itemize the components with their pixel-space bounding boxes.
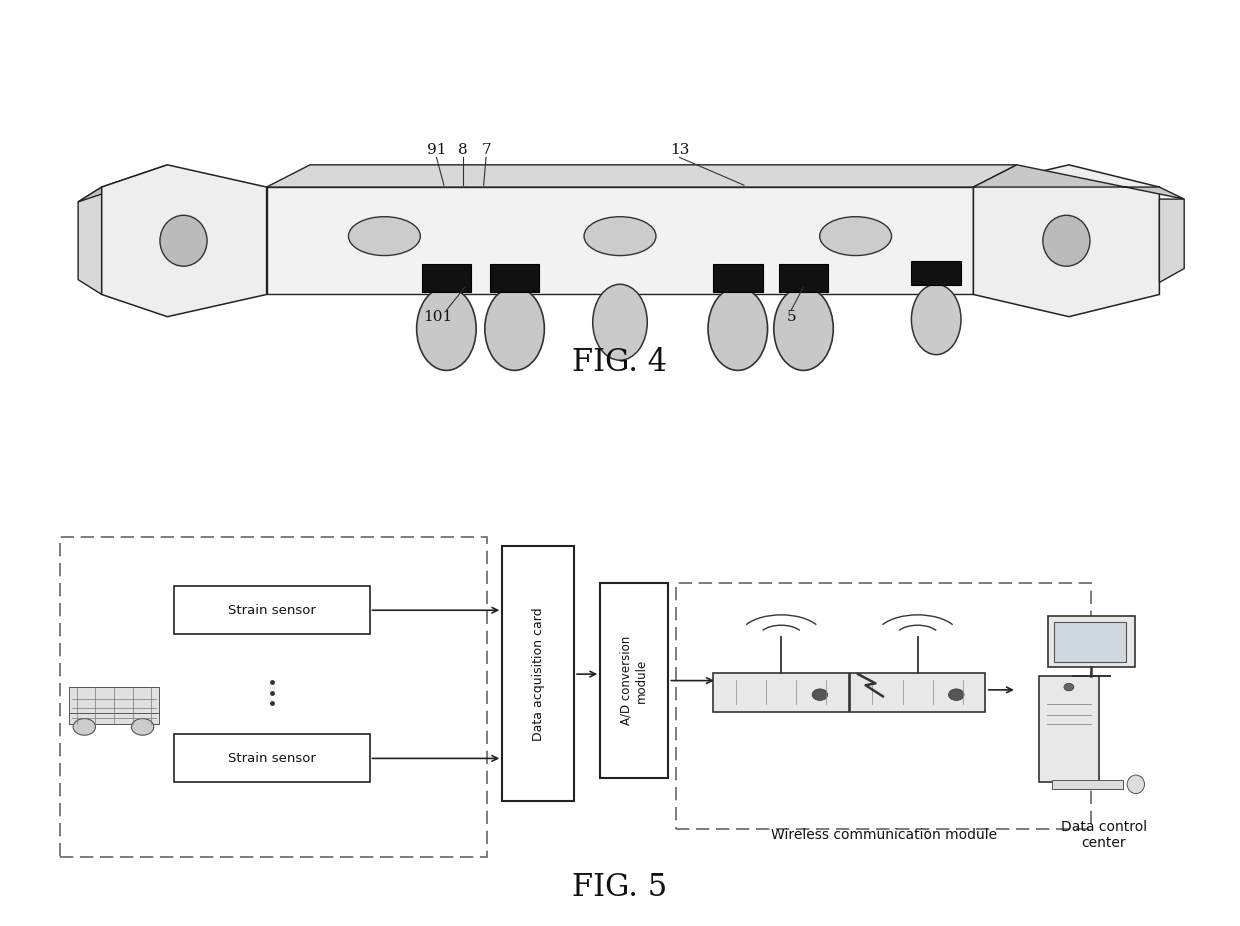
Polygon shape xyxy=(490,264,539,292)
Bar xyxy=(676,583,1091,829)
Polygon shape xyxy=(1159,199,1184,282)
Circle shape xyxy=(949,689,963,700)
Bar xyxy=(69,713,159,724)
Text: FIG. 4: FIG. 4 xyxy=(573,347,667,379)
Bar xyxy=(174,734,370,782)
Polygon shape xyxy=(973,165,1184,199)
Polygon shape xyxy=(267,187,973,294)
Polygon shape xyxy=(78,187,102,294)
Bar xyxy=(1054,622,1126,662)
Polygon shape xyxy=(713,673,849,711)
Ellipse shape xyxy=(1043,215,1090,267)
Bar xyxy=(69,687,159,715)
Polygon shape xyxy=(849,673,986,711)
Polygon shape xyxy=(713,264,763,292)
Circle shape xyxy=(131,719,154,735)
Ellipse shape xyxy=(160,215,207,267)
Polygon shape xyxy=(102,165,267,317)
Bar xyxy=(1048,616,1135,667)
Circle shape xyxy=(1064,683,1074,691)
Text: Data control
center: Data control center xyxy=(1060,820,1147,850)
Bar xyxy=(600,583,668,778)
Bar xyxy=(1052,780,1123,789)
Ellipse shape xyxy=(820,217,892,256)
Ellipse shape xyxy=(485,287,544,370)
Ellipse shape xyxy=(593,284,647,360)
Ellipse shape xyxy=(348,217,420,256)
Ellipse shape xyxy=(1127,775,1145,794)
Text: 101: 101 xyxy=(423,309,453,324)
Bar xyxy=(60,537,487,857)
Polygon shape xyxy=(267,165,1017,187)
Ellipse shape xyxy=(911,284,961,355)
Polygon shape xyxy=(779,264,828,292)
Text: FIG. 5: FIG. 5 xyxy=(573,871,667,903)
Ellipse shape xyxy=(584,217,656,256)
Polygon shape xyxy=(973,165,1159,317)
Ellipse shape xyxy=(708,287,768,370)
Text: Strain sensor: Strain sensor xyxy=(228,752,315,765)
Text: 91: 91 xyxy=(427,143,446,157)
Polygon shape xyxy=(911,261,961,285)
Text: A/D conversion
module: A/D conversion module xyxy=(620,636,647,725)
Text: Strain sensor: Strain sensor xyxy=(228,604,315,617)
Bar xyxy=(174,586,370,634)
Polygon shape xyxy=(422,264,471,292)
Bar xyxy=(1039,676,1099,782)
Text: 13: 13 xyxy=(670,143,689,157)
Text: Data acquisition card: Data acquisition card xyxy=(532,607,544,741)
Text: 5: 5 xyxy=(786,309,796,324)
Text: Wireless communication module: Wireless communication module xyxy=(771,828,997,843)
Ellipse shape xyxy=(417,287,476,370)
Text: 7: 7 xyxy=(481,143,491,157)
Circle shape xyxy=(73,719,95,735)
Bar xyxy=(502,546,574,801)
Ellipse shape xyxy=(774,287,833,370)
Text: 8: 8 xyxy=(458,143,467,157)
Polygon shape xyxy=(78,165,167,202)
Circle shape xyxy=(812,689,827,700)
